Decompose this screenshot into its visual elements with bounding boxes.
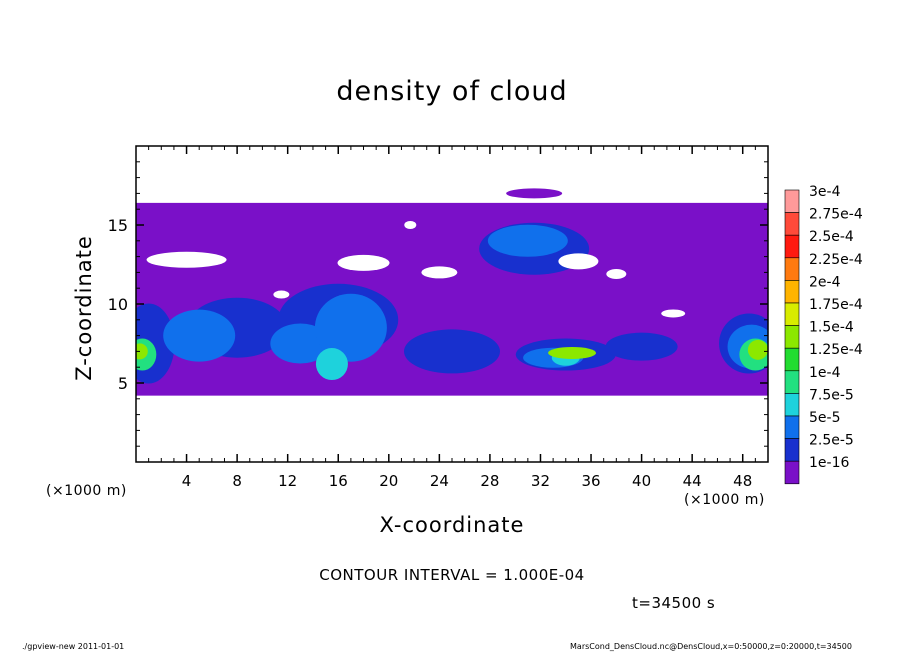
cloud-gap [606,268,627,279]
cloud-gap [146,251,227,268]
time-label: t=34500 s [632,594,716,612]
y-tick-label: 10 [108,295,128,314]
density-blob [163,309,236,362]
cloud-gap [404,221,417,229]
colorbar-label: 2.25e-4 [809,252,863,268]
cloud-gap [661,309,686,318]
colorbar-swatch [784,212,800,236]
colorbar-swatch [784,347,800,372]
colorbar-swatch [784,325,800,349]
colorbar-swatch [784,257,800,281]
density-blob [747,339,768,360]
x-tick-label: 28 [480,472,499,490]
x-tick-label: 4 [182,472,192,490]
contour-interval: CONTOUR INTERVAL = 1.000E-04 [319,566,585,584]
x-tick-label: 20 [379,472,398,490]
y-tick-label: 5 [118,374,128,393]
chart-title: density of cloud [336,76,568,107]
x-tick-label: 8 [232,472,242,490]
x-unit-left: (×1000 m) [46,483,127,499]
colorbar-swatch [784,393,800,417]
colorbar-swatch [784,370,800,394]
x-unit-right: (×1000 m) [684,492,765,508]
density-blob [487,224,568,257]
x-tick-label: 12 [278,472,297,490]
cloud-gap [421,266,458,279]
y-axis-label: Z-coordinate [72,235,96,381]
colorbar-label: 2e-4 [809,274,841,290]
density-blob [315,348,348,381]
y-tick-label: 15 [108,216,128,235]
colorbar-swatch [784,415,800,439]
colorbar-label: 1e-4 [809,365,841,381]
colorbar: 3e-4 2.75e-4 2.5e-4 2.25e-4 2e-4 1.75e-4 1.5e-… [784,184,863,485]
colorbar-label: 1.5e-4 [809,320,854,336]
x-tick-label: 32 [531,472,550,490]
colorbar-swatch [784,280,800,304]
colorbar-label: 2.5e-5 [809,433,854,449]
density-blob [605,332,678,361]
x-tick-label: 16 [329,472,348,490]
colorbar-label: 3e-4 [809,184,841,200]
x-tick-label: 44 [683,472,702,490]
colorbar-label: 2.5e-4 [809,229,854,245]
cloud-gap [337,254,390,271]
cloud-gap [273,290,290,299]
colorbar-swatch [784,189,800,213]
colorbar-label: 5e-5 [809,410,840,426]
footer-left: ./gpview-new 2011-01-01 [22,642,125,651]
colorbar-swatch [784,460,800,485]
density-blob [270,323,331,364]
x-tick-label: 24 [430,472,449,490]
footer-right: MarsCond_DensCloud.nc@DensCloud,x=0:5000… [570,642,852,651]
x-tick-label: 48 [733,472,752,490]
density-blob [404,329,500,374]
colorbar-swatch [784,234,800,259]
x-ticks: 4 8 12 16 20 24 28 32 36 40 44 48 [148,146,756,490]
y-ticks: 5 10 15 [108,161,768,447]
density-blob [548,346,597,359]
x-axis-label: X-coordinate [379,513,525,537]
colorbar-swatch [784,302,800,326]
cloud-gap [558,253,599,270]
colorbar-swatch [784,438,800,462]
cloud-top [506,188,563,199]
colorbar-label: 2.75e-4 [809,207,863,223]
colorbar-label: 1.75e-4 [809,297,863,313]
density-blob [136,343,148,360]
x-tick-label: 40 [632,472,651,490]
colorbar-label: 1e-16 [809,455,849,471]
colorbar-label: 1.25e-4 [809,342,863,358]
density-blob [314,293,387,362]
colorbar-label: 7.5e-5 [809,387,854,403]
density-field [136,188,768,396]
x-tick-label: 36 [581,472,600,490]
